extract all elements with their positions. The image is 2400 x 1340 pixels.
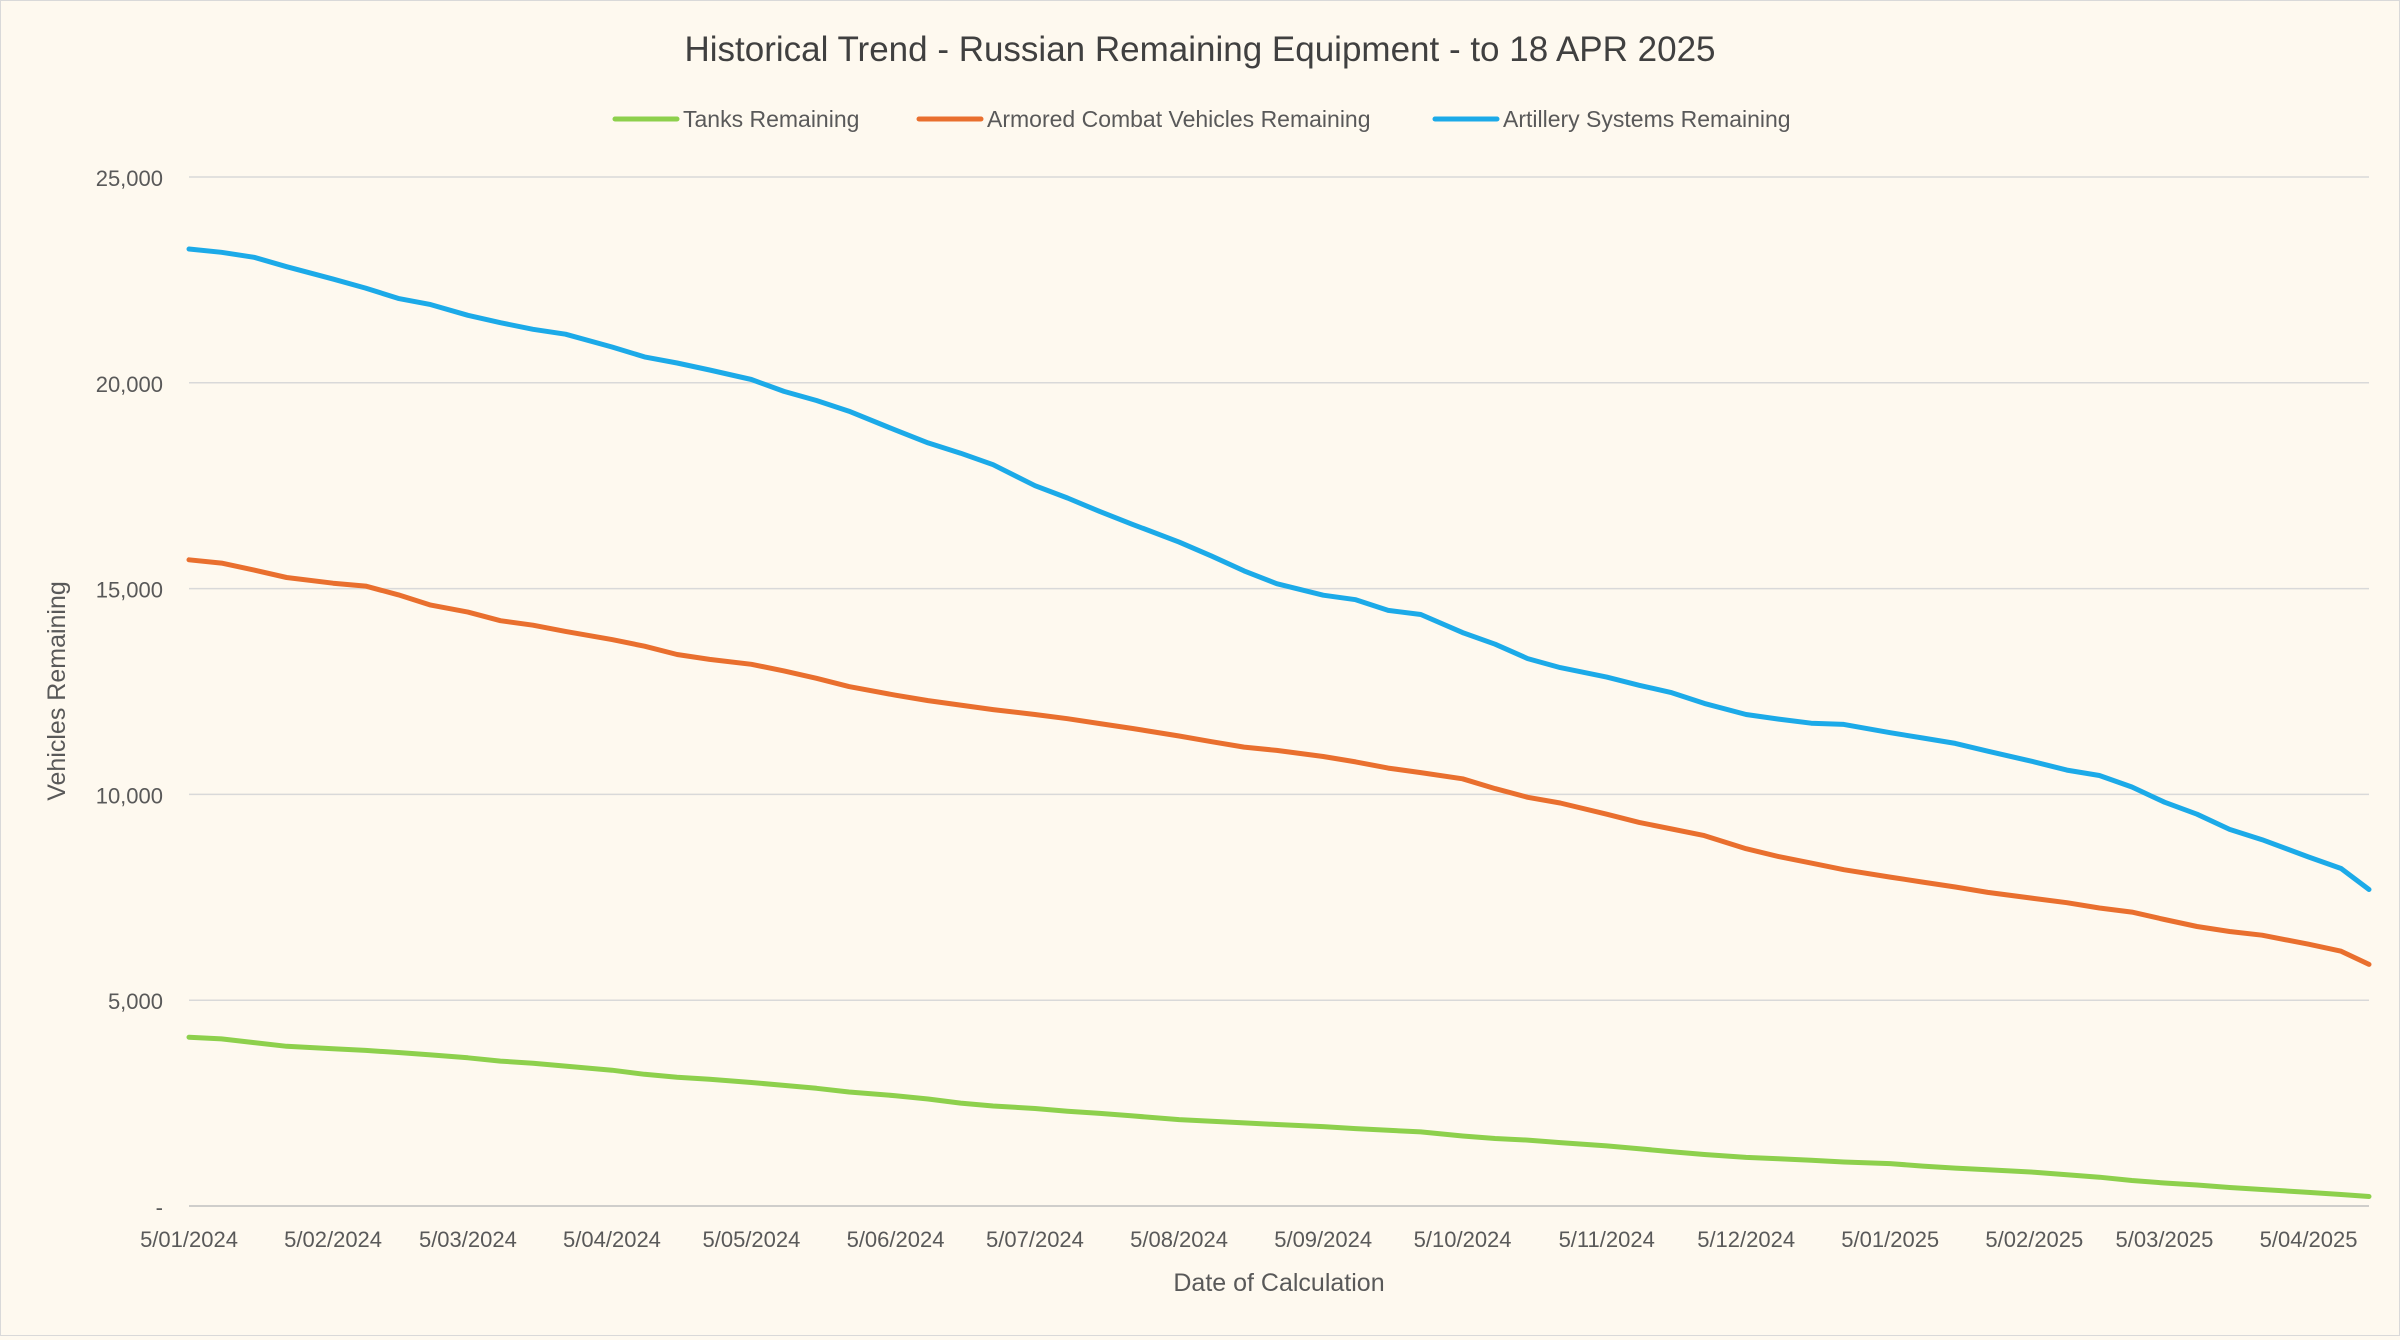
x-tick-label: 5/03/2024 (419, 1227, 517, 1252)
x-tick-label: 5/08/2024 (1130, 1227, 1228, 1252)
y-axis-title: Vehicles Remaining (43, 581, 71, 801)
series-line-armored-combat-vehicles-remaining (186, 557, 2372, 967)
legend-label: Tanks Remaining (683, 106, 859, 132)
legend: Tanks Remaining Armored Combat Vehicles R… (612, 106, 1791, 132)
x-tick-label: 5/09/2024 (1274, 1227, 1372, 1252)
x-axis: 5/01/2024 5/02/2024 5/03/2024 5/04/2024 5/05… (140, 1227, 2357, 1252)
x-tick-label: 5/04/2025 (2260, 1227, 2358, 1252)
x-tick-label: 5/05/2024 (702, 1227, 800, 1252)
legend-label: Armored Combat Vehicles Remaining (987, 106, 1371, 132)
x-tick-label: 5/04/2024 (563, 1227, 661, 1252)
gridlines (189, 176, 2369, 1207)
y-tick-label: 5,000 (108, 989, 163, 1014)
series-line-tanks-remaining (186, 1034, 2372, 1199)
y-tick-label: 25,000 (96, 166, 163, 191)
x-tick-label: 5/02/2025 (1985, 1227, 2083, 1252)
x-tick-label: 5/01/2024 (140, 1227, 238, 1252)
y-tick-label: 20,000 (96, 372, 163, 397)
series-line-artillery-systems-remaining (186, 246, 2372, 892)
x-tick-label: 5/11/2024 (1559, 1227, 1655, 1252)
x-axis-title: Date of Calculation (1173, 1269, 1384, 1297)
y-tick-label: - (156, 1195, 163, 1220)
x-tick-label: 5/12/2024 (1697, 1227, 1795, 1252)
legend-label: Artillery Systems Remaining (1503, 106, 1791, 132)
x-tick-label: 5/07/2024 (986, 1227, 1084, 1252)
y-tick-label: 10,000 (96, 783, 163, 808)
y-tick-label: 15,000 (96, 578, 163, 603)
x-tick-label: 5/02/2024 (284, 1227, 382, 1252)
x-tick-label: 5/10/2024 (1414, 1227, 1512, 1252)
x-tick-label: 5/06/2024 (847, 1227, 945, 1252)
series-lines (186, 246, 2372, 1199)
chart-title: Historical Trend - Russian Remaining Equ… (684, 30, 1715, 69)
x-tick-label: 5/03/2025 (2116, 1227, 2214, 1252)
y-axis: - 5,000 10,000 15,000 20,000 25,000 (96, 166, 163, 1220)
x-tick-label: 5/01/2025 (1841, 1227, 1939, 1252)
